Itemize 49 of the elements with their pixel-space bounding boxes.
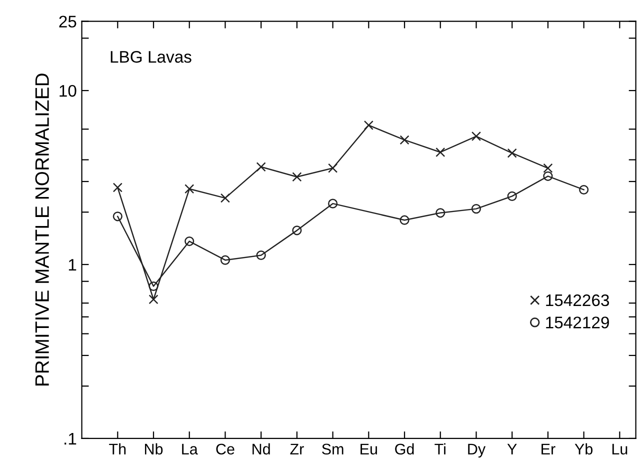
- point: [292, 172, 302, 182]
- point: [471, 204, 482, 214]
- point: [507, 148, 517, 158]
- x-tick-label: Eu: [360, 444, 377, 455]
- point: [436, 147, 446, 158]
- point: [543, 163, 553, 173]
- x-tick-label: Nb: [145, 443, 163, 455]
- point: [148, 281, 158, 292]
- point: [328, 198, 338, 208]
- y-tick-label: .1: [64, 433, 76, 444]
- point: [436, 208, 446, 218]
- point: [256, 250, 266, 260]
- x-tick-label: La: [182, 444, 198, 455]
- point: [328, 163, 338, 173]
- y-tick-label: 1: [68, 259, 76, 271]
- legend-label: 1542263: [546, 294, 609, 306]
- point: [112, 212, 122, 222]
- point: [112, 182, 122, 192]
- legend-label: 1542129: [546, 316, 609, 328]
- y-axis-title: PRIMITIVE MANTLE NORMALIZED: [35, 74, 49, 386]
- annotation: LBG Lavas: [110, 50, 192, 63]
- point: [184, 184, 194, 194]
- x-tick-label: Zr: [290, 444, 304, 454]
- point: [184, 236, 194, 246]
- x-tick-label: Dy: [468, 444, 486, 458]
- point: [400, 135, 410, 145]
- point: [471, 131, 482, 142]
- point: [543, 171, 553, 181]
- x-tick-label: Ce: [216, 444, 234, 455]
- x-tick-label: Th: [109, 443, 126, 454]
- y-tick-label: 10: [60, 84, 76, 97]
- point: [256, 162, 266, 172]
- y-tick-label: 25: [59, 16, 76, 28]
- point: [292, 226, 302, 236]
- point: [400, 215, 410, 225]
- x-tick-label: Gd: [395, 443, 414, 455]
- x-tick-label: Yb: [574, 443, 593, 455]
- point: [579, 184, 589, 195]
- x-tick-label: Lu: [612, 444, 628, 455]
- point: [507, 191, 517, 201]
- x-tick-label: Sm: [322, 444, 344, 455]
- x-tick-label: Nd: [252, 443, 270, 455]
- point: [148, 294, 158, 304]
- x-tick-label: Ti: [434, 443, 446, 454]
- point: [220, 193, 230, 203]
- x-tick-label: Er: [542, 444, 556, 454]
- point: [364, 120, 374, 130]
- point: [220, 255, 230, 265]
- x-tick-label: Y: [507, 444, 517, 454]
